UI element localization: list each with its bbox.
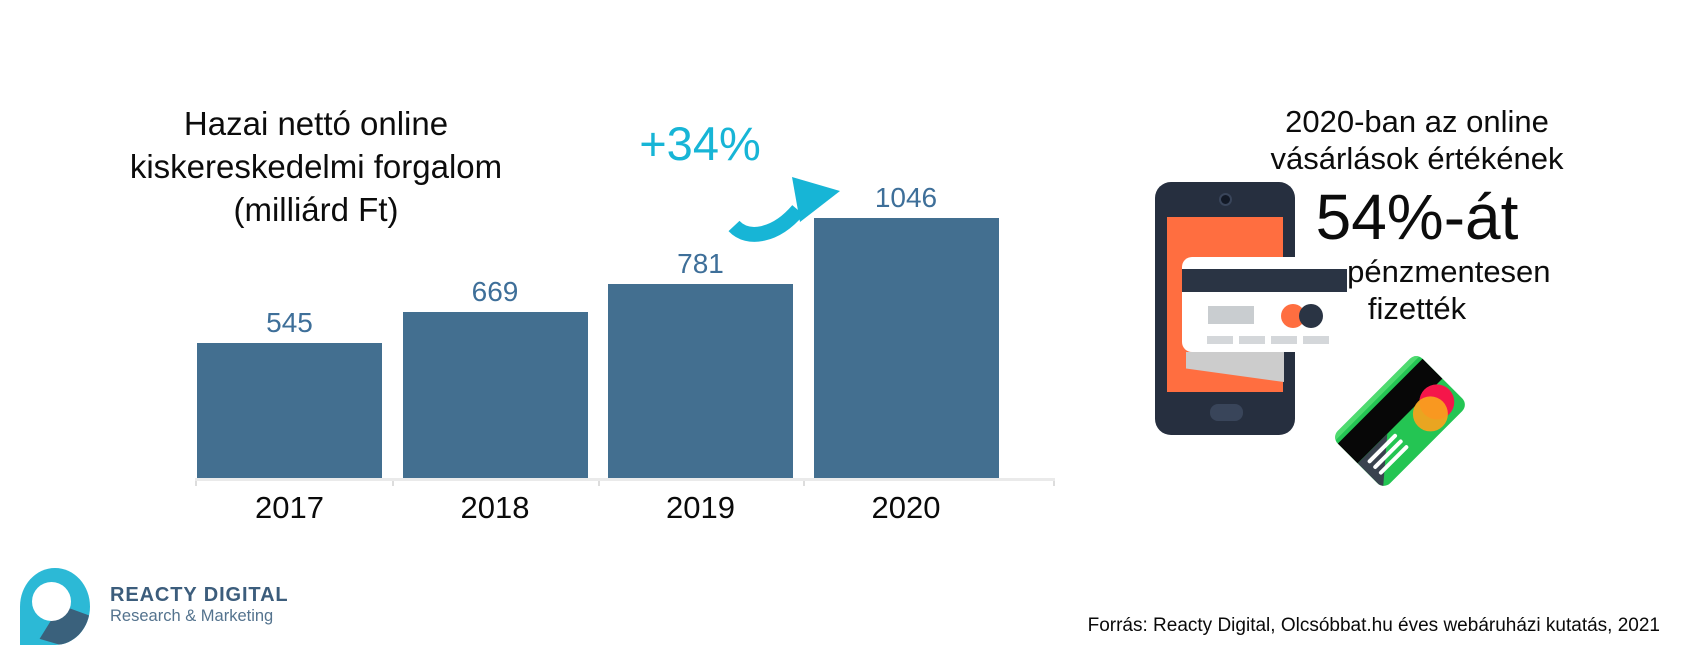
bar-value-label: 545: [266, 307, 313, 338]
bar-value-label: 1046: [874, 182, 938, 213]
chart-title: Hazai nettó online kiskereskedelmi forga…: [60, 102, 572, 231]
x-axis-label: 2019: [666, 490, 735, 525]
card-magnetic-stripe: [1182, 269, 1347, 292]
bar: [197, 343, 382, 479]
card-number-dash: [1239, 336, 1265, 344]
stat-heading-line2: vásárlások értékének: [1270, 141, 1564, 176]
card-logo-circle-navy: [1299, 304, 1323, 328]
card-name-field: [1208, 306, 1254, 324]
growth-annotation: +34%: [639, 117, 761, 170]
x-axis-tick: [392, 480, 394, 486]
x-axis-tick: [1053, 480, 1055, 486]
bar: [813, 218, 999, 479]
chart-title-line1: Hazai nettó online: [183, 105, 449, 142]
chart-title-line2: kiskereskedelmi forgalom: [129, 148, 503, 185]
bar: [402, 312, 588, 479]
stat-value: 54%-át: [1315, 181, 1519, 253]
x-axis-tick: [597, 480, 600, 486]
smartphone-camera-icon: [1219, 193, 1232, 206]
card-number-dash: [1207, 336, 1233, 344]
reacty-digital-logo: [20, 568, 90, 645]
smartphone-home-button: [1210, 404, 1243, 421]
bar-value-label: 669: [471, 276, 519, 307]
bank-card-icon: [1331, 352, 1469, 490]
growth-arrow-icon: [728, 177, 840, 242]
stat-heading-line1: 2020-ban az online: [1285, 104, 1549, 139]
x-axis-tick: [195, 480, 197, 486]
card-number-dash: [1271, 336, 1297, 344]
logo-title: REACTY DIGITAL: [110, 584, 289, 606]
x-axis-tick: [803, 480, 805, 486]
x-axis-label: 2020: [871, 490, 941, 525]
x-axis-label: 2018: [460, 490, 530, 525]
x-axis-line: [195, 478, 1055, 481]
source-attribution: Forrás: Reacty Digital, Olcsóbbat.hu éve…: [1087, 615, 1660, 636]
logo-subtitle: Research & Marketing: [110, 607, 274, 625]
bar-value-label: 781: [677, 248, 724, 279]
stat-heading: 2020-ban az online vásárlások értékének: [1207, 103, 1627, 177]
x-axis-label: 2017: [255, 490, 324, 525]
chart-title-line3: (milliárd Ft): [233, 191, 399, 228]
card-number-dash: [1303, 336, 1329, 344]
bar: [608, 284, 793, 479]
logo-hole: [32, 582, 71, 621]
stat-subtext-line2: fizették: [1367, 291, 1467, 326]
